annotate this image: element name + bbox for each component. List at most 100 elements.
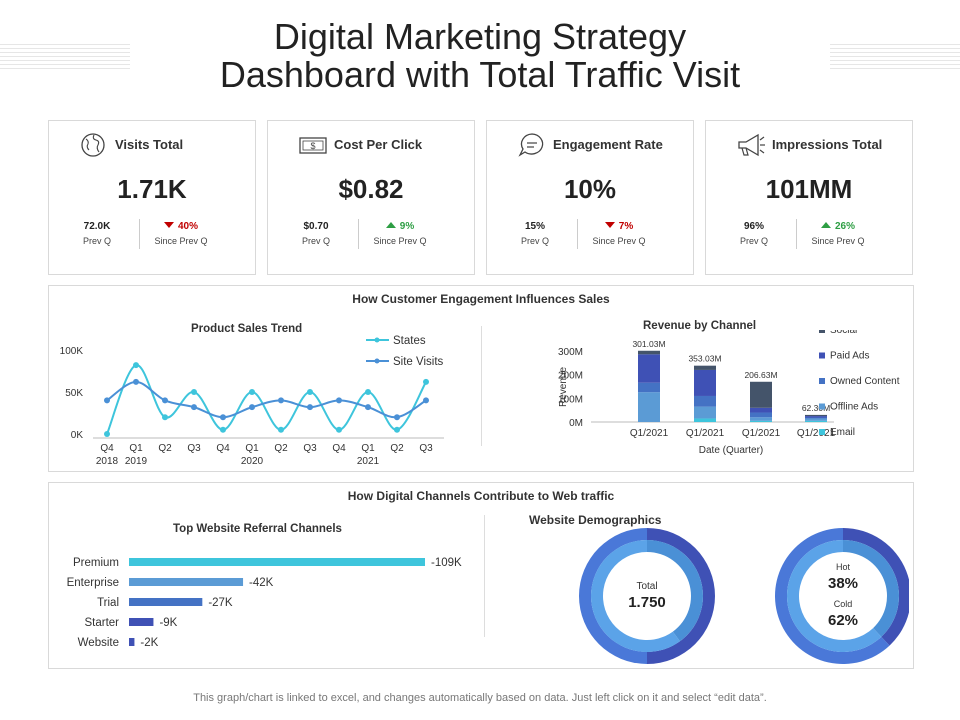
- kpi-change-value: 7%: [618, 221, 634, 232]
- bar-segment-social: [805, 414, 827, 417]
- bar-segment-owned-content: [750, 412, 772, 418]
- kpi-prev-caption: Prev Q: [301, 236, 330, 246]
- kpi-divider: [796, 219, 797, 249]
- data-point: [423, 378, 429, 385]
- kpi-card-engagement-rate: Engagement Rate 10% 15% Prev Q 7% Since …: [486, 120, 694, 275]
- footer-note: This graph/chart is linked to excel, and…: [193, 692, 767, 704]
- bar-value-label: -9K: [159, 617, 177, 629]
- kpi-prev-value: $0.70: [303, 221, 329, 232]
- bar-segment-paid-ads: [750, 407, 772, 413]
- legend-label: Email: [830, 427, 855, 438]
- bar-segment-offline-ads: [694, 406, 716, 419]
- website-demographics-title: Website Demographics: [529, 513, 662, 527]
- x-tick-label: Q1/2021: [742, 428, 781, 439]
- x-tick-label: Q1: [129, 443, 143, 454]
- y-tick-label: 0M: [569, 418, 583, 429]
- engagement-panel: How Customer Engagement Influences Sales…: [48, 285, 914, 472]
- donut-inner-slice: [591, 540, 680, 652]
- data-point: [278, 426, 284, 433]
- kpi-label: Engagement Rate: [553, 137, 663, 152]
- data-point: [249, 389, 255, 395]
- bar-segment-offline-ads: [750, 417, 772, 421]
- kpi-change-value: 26%: [834, 221, 855, 232]
- bar-total-label: 206.63M: [744, 370, 777, 380]
- legend-swatch: [819, 429, 825, 435]
- traffic-panel-divider: [484, 515, 485, 637]
- page-title: Digital Marketing Strategy Dashboard wit…: [0, 18, 960, 94]
- data-point: [104, 431, 110, 437]
- kpi-change-value: 40%: [177, 221, 198, 232]
- legend-label: Site Visits: [393, 356, 444, 368]
- y-tick-label: 200M: [558, 371, 583, 382]
- bar-segment-social: [638, 350, 660, 355]
- donut-total-label: Total: [636, 581, 657, 592]
- traffic-panel-title: How Digital Channels Contribute to Web t…: [347, 489, 615, 503]
- x-tick-label: Q1: [361, 443, 375, 454]
- kpi-change: 7% Since Prev Q: [579, 221, 659, 246]
- bar-category-label: Trial: [97, 597, 119, 609]
- data-point: [133, 378, 139, 385]
- referral-bar: [129, 578, 244, 586]
- kpi-card-cost-per-click: $ Cost Per Click $0.82 $0.70 Prev Q 9% S…: [267, 120, 475, 275]
- referral-channels-title: Top Website Referral Channels: [173, 523, 342, 535]
- donut-hot-label: Hot: [836, 562, 851, 572]
- x-tick-label: Q3: [303, 443, 317, 454]
- data-point: [249, 404, 255, 411]
- kpi-prev-caption: Prev Q: [82, 236, 111, 246]
- y-axis-title: Revenue: [558, 367, 569, 407]
- bar-value-label: -42K: [249, 577, 274, 589]
- bar-segment-paid-ads: [805, 416, 827, 418]
- kpi-value: 101MM: [765, 174, 853, 204]
- engagement-panel-title: How Customer Engagement Influences Sales: [352, 292, 610, 306]
- legend-label: States: [393, 335, 426, 347]
- series-line-states: [106, 364, 427, 435]
- data-point: [365, 404, 371, 411]
- referral-bar: [129, 618, 154, 626]
- kpi-prev-value: 15%: [524, 221, 545, 232]
- bar-segment-owned-content: [805, 417, 827, 419]
- x-tick-label: Q3: [187, 443, 201, 454]
- x-tick-label: Q2: [390, 443, 404, 454]
- kpi-change-caption: Since Prev Q: [154, 236, 208, 246]
- data-point: [336, 426, 342, 433]
- kpi-label: Cost Per Click: [334, 137, 423, 152]
- x-tick-label: Q4: [332, 443, 346, 454]
- x-tick-label: Q2: [158, 443, 172, 454]
- website-demographics-donuts: Total 1.750 Hot 38% Cold 62%: [579, 528, 909, 664]
- bar-category-label: Enterprise: [67, 577, 119, 589]
- kpi-label: Impressions Total: [772, 137, 883, 152]
- title-decoration-left: [0, 44, 130, 72]
- x-tick-label: Q4: [216, 443, 230, 454]
- bar-segment-offline-ads: [638, 392, 660, 422]
- bar-category-label: Website: [78, 637, 119, 649]
- year-label: 2021: [357, 456, 380, 467]
- y-tick-label: 300M: [558, 347, 583, 358]
- bar-category-label: Premium: [73, 557, 119, 569]
- arrow-up-icon: [385, 222, 396, 228]
- title-decoration-right: [830, 44, 960, 72]
- data-point: [104, 397, 110, 404]
- bar-segment-paid-ads: [638, 354, 660, 383]
- y-tick-label: 0K: [71, 430, 84, 441]
- bar-segment-email: [805, 420, 827, 422]
- traffic-panel: How Digital Channels Contribute to Web t…: [48, 482, 914, 669]
- data-point: [394, 426, 400, 433]
- kpi-value: 1.71K: [117, 174, 187, 204]
- kpi-prev: 72.0K Prev Q: [67, 221, 127, 246]
- kpi-label: Visits Total: [115, 137, 184, 152]
- data-point: [220, 414, 226, 421]
- x-tick-label: Q1/2021: [686, 428, 725, 439]
- kpi-card-visits: Visits Total 1.71K 72.0K Prev Q 40% Sinc…: [48, 120, 256, 275]
- kpi-change-caption: Since Prev Q: [373, 236, 427, 246]
- bar-segment-owned-content: [694, 395, 716, 407]
- bar-segment-offline-ads: [805, 418, 827, 421]
- kpi-change: 9% Since Prev Q: [360, 221, 440, 246]
- revenue-by-channel-title: Revenue by Channel: [643, 320, 757, 332]
- donut-hot-value: 38%: [828, 575, 858, 592]
- bar-total-label: 62.30M: [802, 403, 830, 413]
- data-point: [162, 397, 168, 404]
- page-title-line2: Dashboard with Total Traffic Visit: [219, 54, 741, 95]
- donut-inner-slice: [787, 540, 882, 652]
- kpi-prev-value: 72.0K: [83, 221, 111, 232]
- legend-swatch: [819, 352, 825, 359]
